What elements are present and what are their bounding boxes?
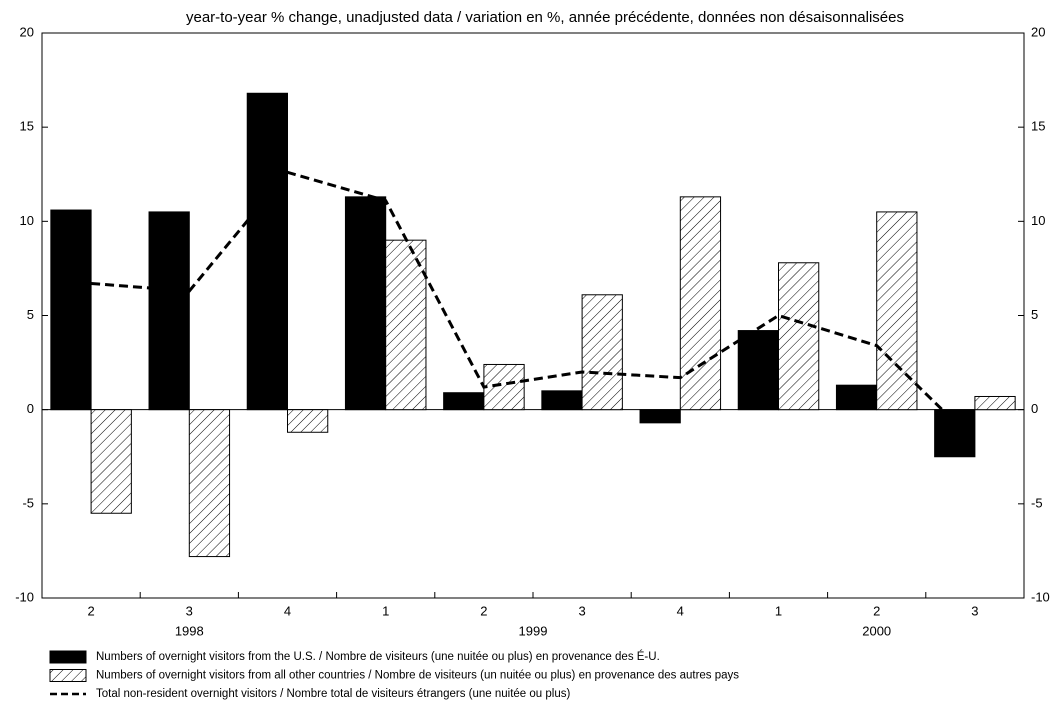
y-tick-label: 20 xyxy=(20,24,34,39)
bar xyxy=(541,390,583,411)
bar xyxy=(246,92,289,411)
bar xyxy=(344,196,387,411)
bar xyxy=(90,409,132,514)
legend-label: Total non-resident overnight visitors / … xyxy=(96,688,570,700)
chart-title: year-to-year % change, unadjusted data /… xyxy=(186,9,904,26)
legend-swatch xyxy=(49,669,87,682)
y-tick-label: -10 xyxy=(15,589,34,604)
bar xyxy=(974,395,1016,411)
bar xyxy=(287,409,329,433)
bar xyxy=(385,239,427,411)
bar xyxy=(188,409,231,558)
bar xyxy=(639,409,681,424)
x-tick-label: 4 xyxy=(677,603,684,618)
bar xyxy=(483,363,525,411)
y2-tick-label: 0 xyxy=(1031,401,1038,416)
x-tick-label: 2 xyxy=(87,603,94,618)
x-tick-label: 1 xyxy=(775,603,782,618)
bar xyxy=(835,384,878,411)
y2-tick-label: 10 xyxy=(1031,213,1045,228)
bar xyxy=(737,330,779,411)
bar xyxy=(148,211,190,411)
bar xyxy=(50,209,92,411)
legend-label: Numbers of overnight visitors from the U… xyxy=(96,650,660,663)
y-tick-label: 10 xyxy=(20,213,34,228)
x-group-label: 1999 xyxy=(519,623,548,638)
y2-tick-label: -5 xyxy=(1031,495,1043,510)
bar xyxy=(778,262,820,411)
y-tick-label: 15 xyxy=(20,119,34,134)
bar xyxy=(679,196,722,411)
y-tick-label: 5 xyxy=(27,307,34,322)
bar xyxy=(581,294,623,411)
y-tick-label: 0 xyxy=(27,401,34,416)
x-tick-label: 4 xyxy=(284,603,291,618)
legend-swatch xyxy=(49,650,87,664)
legend: Numbers of overnight visitors from the U… xyxy=(49,650,739,700)
y2-tick-label: 20 xyxy=(1031,24,1045,39)
bar xyxy=(443,392,485,411)
x-tick-label: 3 xyxy=(186,603,193,618)
x-tick-label: 2 xyxy=(873,603,880,618)
y2-tick-label: 15 xyxy=(1031,119,1045,134)
x-tick-label: 3 xyxy=(578,603,585,618)
y2-tick-label: 5 xyxy=(1031,307,1038,322)
bar xyxy=(934,409,976,458)
y2-tick-label: -10 xyxy=(1031,589,1050,604)
legend-label: Numbers of overnight visitors from all o… xyxy=(96,670,739,682)
y-tick-label: -5 xyxy=(22,495,34,510)
x-tick-label: 3 xyxy=(971,603,978,618)
x-tick-label: 1 xyxy=(382,603,389,618)
x-tick-label: 2 xyxy=(480,603,487,618)
line xyxy=(90,170,976,443)
x-group-label: 1998 xyxy=(175,623,204,638)
x-group-label: 2000 xyxy=(862,623,891,638)
